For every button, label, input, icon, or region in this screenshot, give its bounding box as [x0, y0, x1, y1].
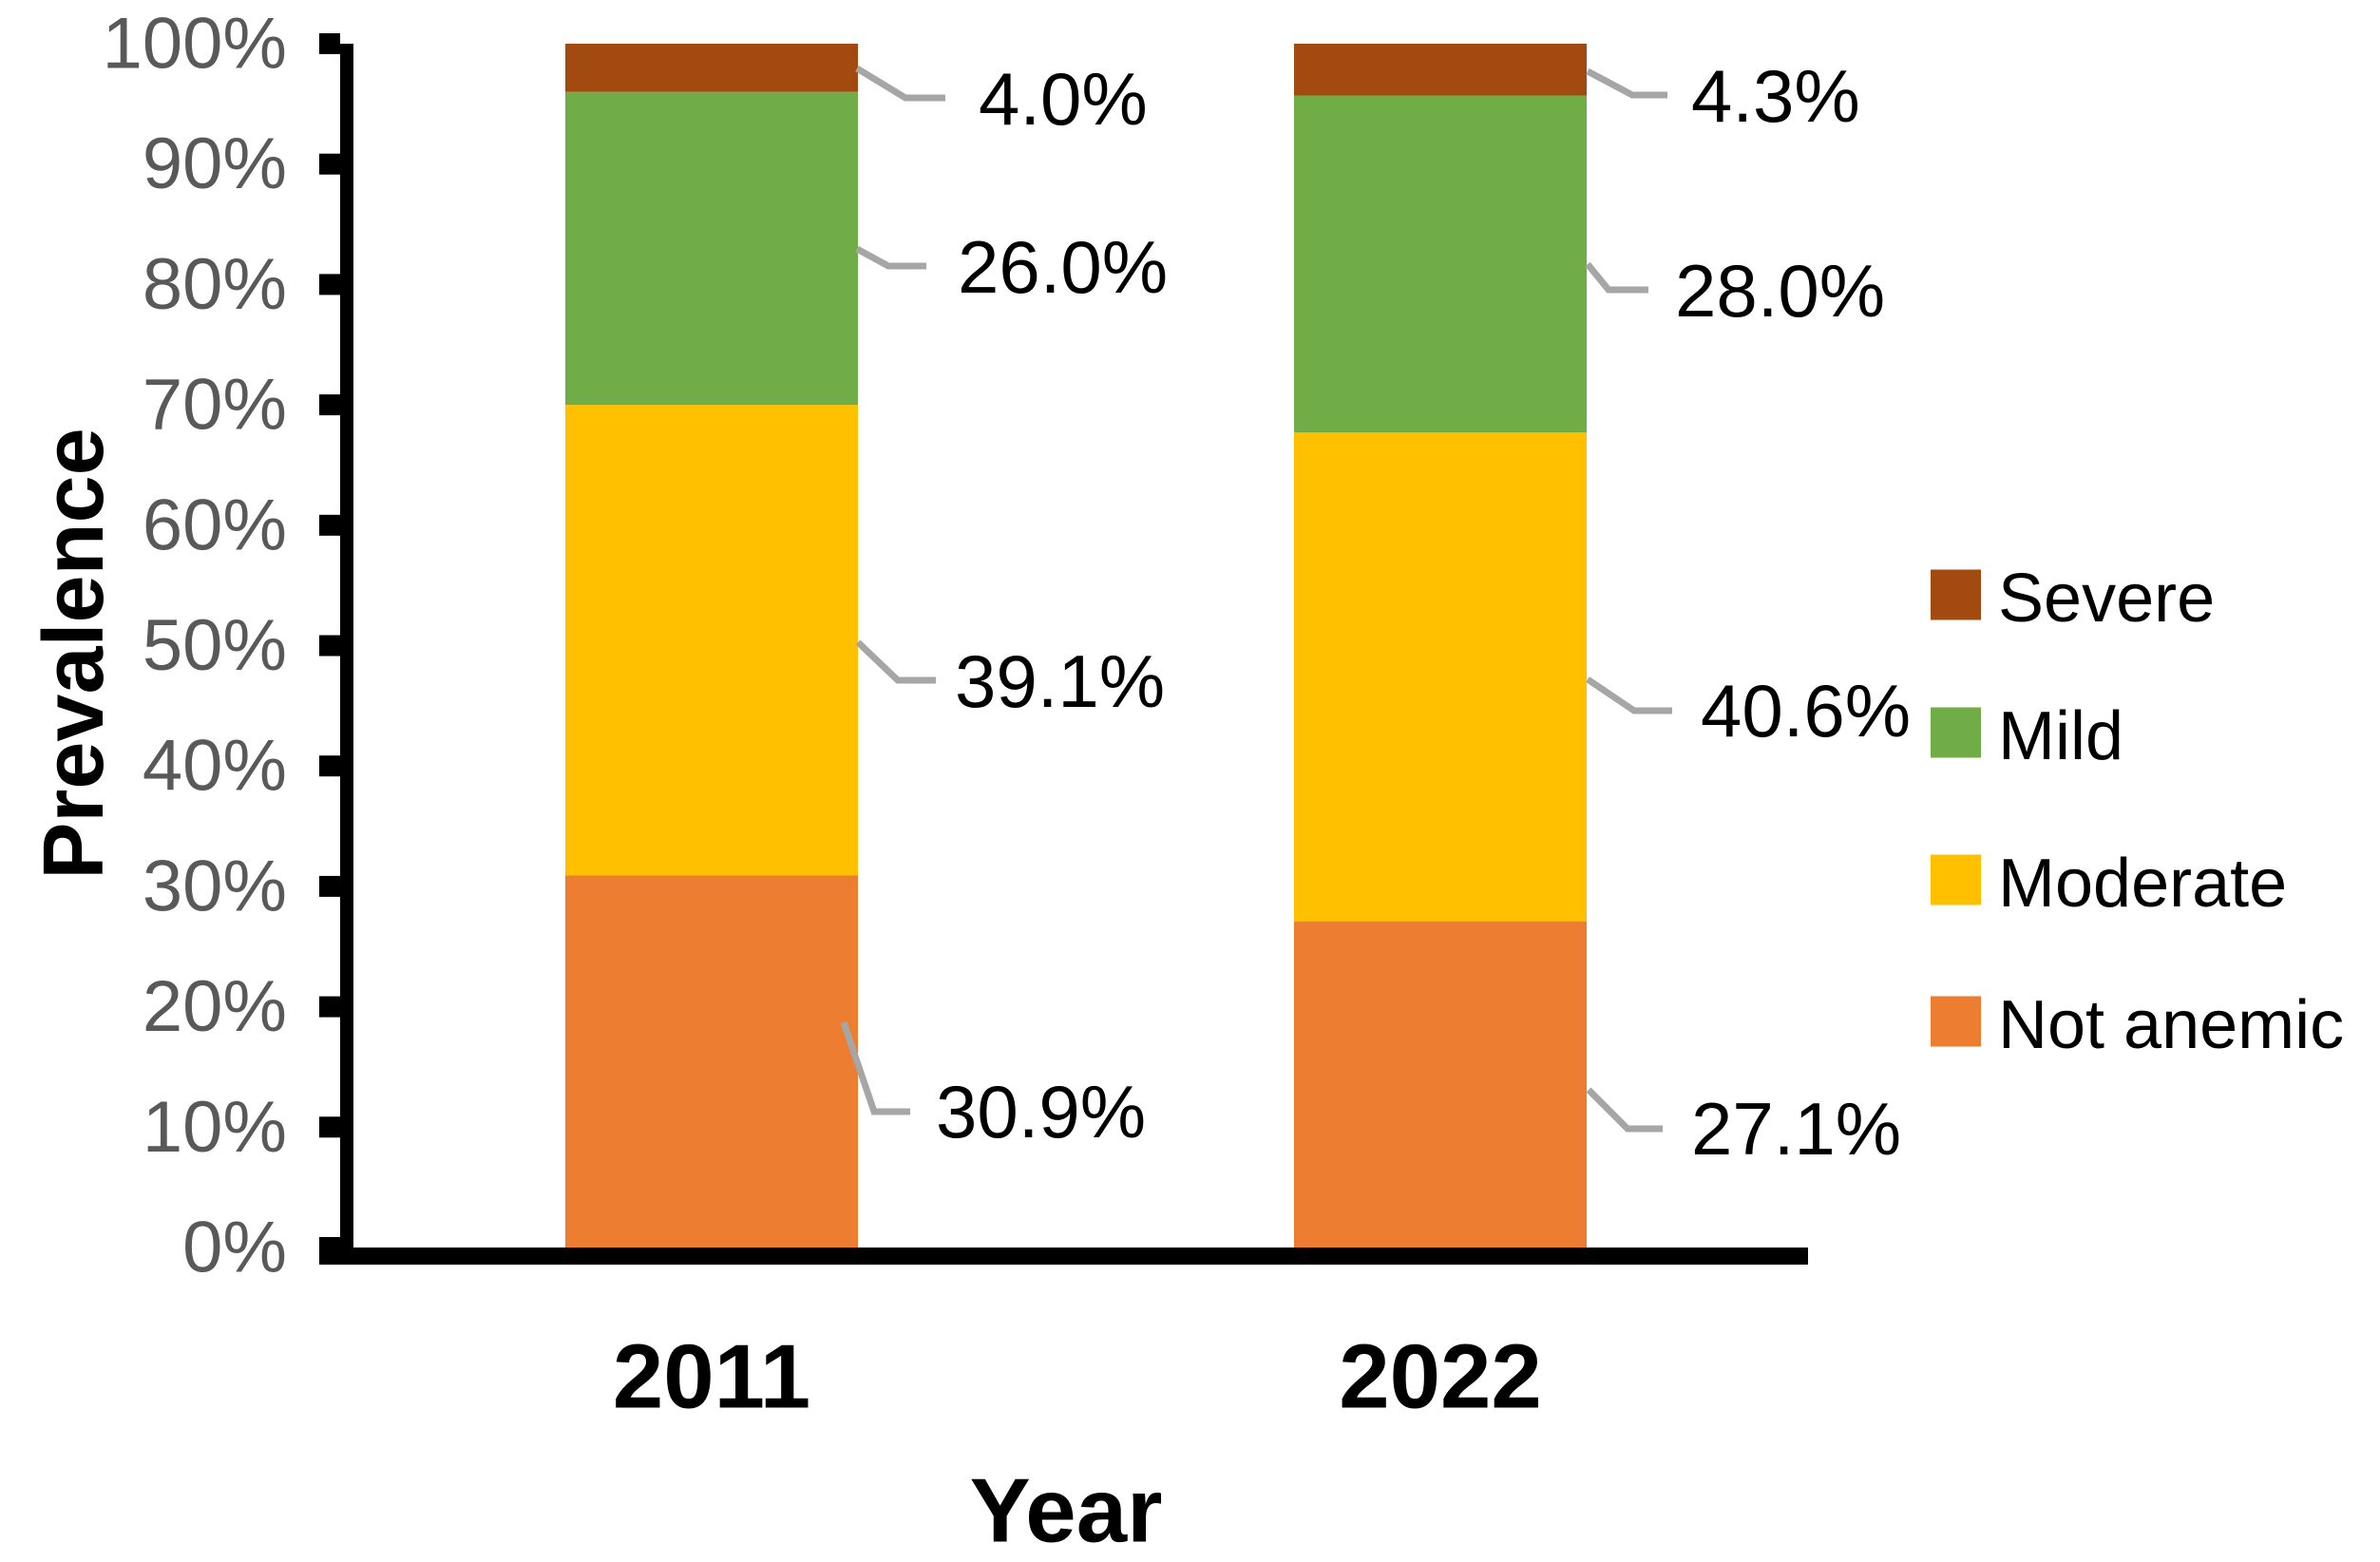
legend-label-mild: Mild	[1998, 698, 2123, 774]
leader-line-not-anemic-2011	[840, 1020, 910, 1115]
y-axis-line	[340, 44, 353, 1265]
data-label-severe-2022: 4.3%	[1691, 54, 1860, 138]
bar-segment-moderate-2011	[565, 405, 858, 876]
x-axis-line	[319, 1248, 1808, 1265]
legend-label-severe: Severe	[1998, 561, 2215, 637]
leader-line-severe-2011	[855, 66, 945, 102]
category-label-2011: 2011	[613, 1326, 810, 1428]
y-tick-label: 10%	[143, 1087, 287, 1168]
data-label-moderate-2011: 39.1%	[955, 639, 1165, 723]
bar-segment-moderate-2022	[1294, 432, 1587, 922]
data-label-severe-2011: 4.0%	[979, 57, 1148, 141]
leader-line-not-anemic-2022	[1586, 1087, 1663, 1133]
category-label-2022: 2022	[1339, 1326, 1542, 1428]
legend-swatch-severe	[1931, 569, 1981, 620]
y-axis-tick-mark	[319, 996, 340, 1018]
y-axis-tick-mark	[319, 33, 340, 54]
y-axis-tick-mark	[319, 153, 340, 175]
y-axis-tick-mark	[319, 514, 340, 536]
y-tick-label: 30%	[143, 846, 287, 926]
data-label-not-anemic-2022: 27.1%	[1691, 1087, 1901, 1171]
data-label-not-anemic-2011: 30.9%	[936, 1070, 1146, 1153]
legend-swatch-moderate	[1931, 854, 1981, 905]
y-tick-label: 20%	[143, 966, 287, 1047]
bar-segment-severe-2011	[565, 44, 858, 92]
y-tick-label: 80%	[143, 244, 287, 325]
legend-label-moderate: Moderate	[1998, 846, 2287, 922]
y-tick-label: 0%	[182, 1208, 287, 1288]
legend-swatch-mild	[1931, 707, 1981, 758]
y-tick-label: 90%	[143, 124, 287, 204]
y-axis-tick-mark	[319, 1116, 340, 1138]
bar-segment-not-anemic-2022	[1294, 921, 1587, 1248]
data-label-mild-2022: 28.0%	[1675, 249, 1885, 333]
y-tick-label: 40%	[143, 726, 287, 807]
bar-segment-severe-2022	[1294, 44, 1587, 96]
legend-swatch-not-anemic	[1931, 996, 1981, 1047]
bar-segment-mild-2011	[565, 91, 858, 406]
y-axis-title: Prevalence	[27, 428, 122, 879]
y-axis-tick-mark	[319, 875, 340, 897]
x-axis-title: Year	[970, 1460, 1163, 1562]
data-label-mild-2011: 26.0%	[958, 225, 1168, 309]
data-label-moderate-2022: 40.6%	[1701, 669, 1911, 752]
y-tick-label: 70%	[143, 365, 287, 446]
bar-segment-mild-2022	[1294, 95, 1587, 433]
leader-line-moderate-2011	[855, 639, 936, 684]
legend-label-not-anemic: Not anemic	[1998, 987, 2344, 1063]
y-axis-tick-mark	[319, 635, 340, 657]
y-tick-label: 100%	[103, 4, 287, 85]
y-tick-label: 60%	[143, 485, 287, 565]
leader-line-mild-2022	[1585, 261, 1648, 294]
leader-line-mild-2011	[855, 245, 926, 270]
y-tick-label: 50%	[143, 605, 287, 686]
y-axis-tick-mark	[319, 394, 340, 416]
y-axis-tick-mark	[319, 274, 340, 295]
y-axis-tick-mark	[319, 755, 340, 777]
leader-line-severe-2022	[1586, 67, 1667, 99]
bar-segment-not-anemic-2011	[565, 875, 858, 1248]
leader-line-moderate-2022	[1586, 676, 1672, 714]
